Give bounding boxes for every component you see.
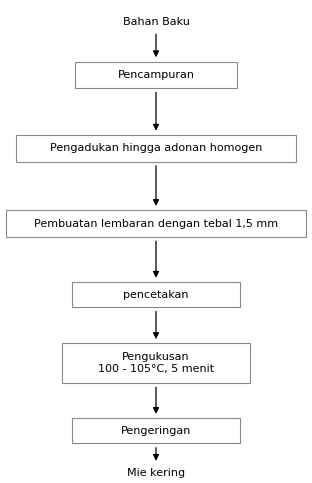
Bar: [16, 135, 296, 161]
Bar: [72, 282, 240, 307]
Text: Pencampuran: Pencampuran: [118, 70, 194, 80]
Bar: [72, 418, 240, 443]
Text: Pembuatan lembaran dengan tebal 1,5 mm: Pembuatan lembaran dengan tebal 1,5 mm: [34, 219, 278, 228]
Text: Pengeringan: Pengeringan: [121, 426, 191, 436]
Text: pencetakan: pencetakan: [123, 290, 189, 299]
Bar: [6, 210, 306, 237]
Text: Pengukusan
100 - 105°C, 5 menit: Pengukusan 100 - 105°C, 5 menit: [98, 353, 214, 374]
Text: Pengadukan hingga adonan homogen: Pengadukan hingga adonan homogen: [50, 143, 262, 153]
Text: Mie kering: Mie kering: [127, 469, 185, 478]
Text: Bahan Baku: Bahan Baku: [123, 17, 189, 27]
Bar: [75, 61, 237, 88]
Bar: [62, 343, 250, 383]
